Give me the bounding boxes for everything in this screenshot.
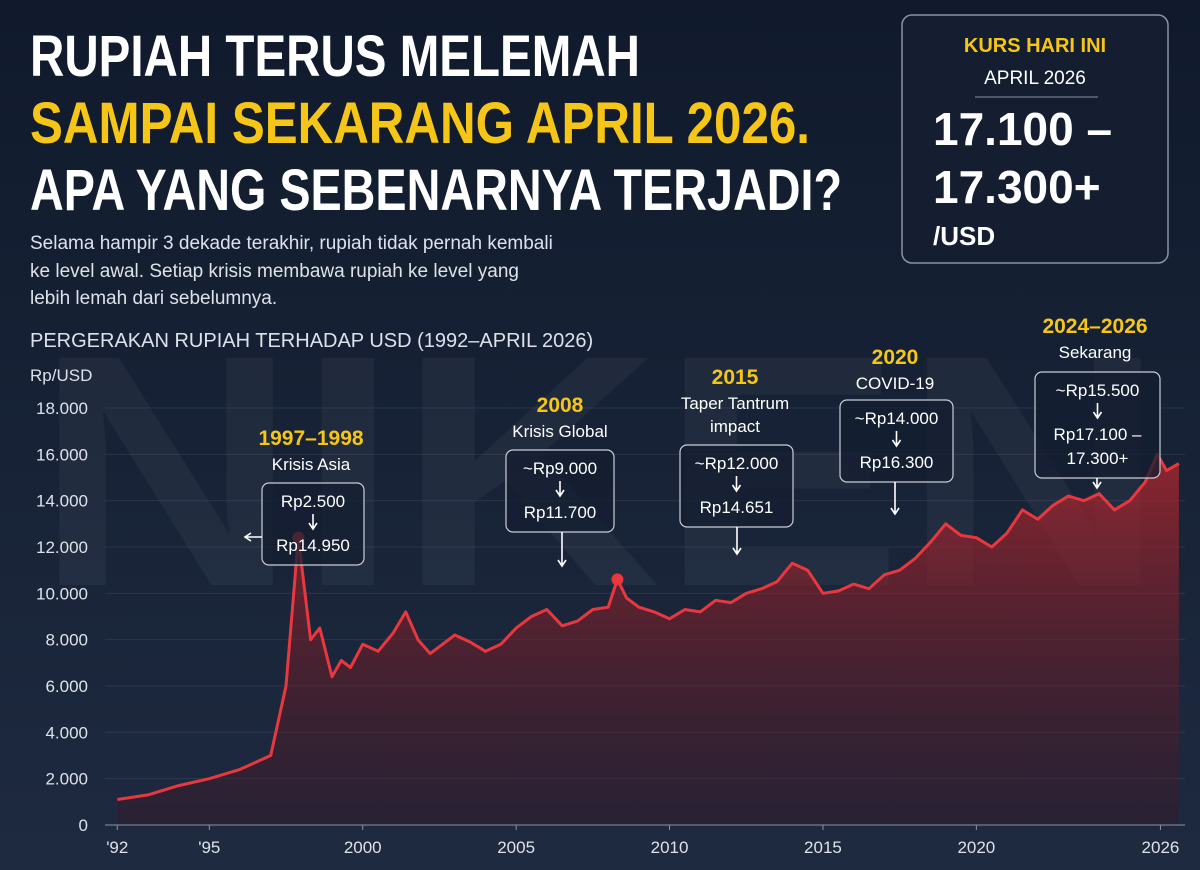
rate-box-title: KURS HARI INI (964, 35, 1106, 57)
annotation-to: 17.300+ (1067, 449, 1129, 468)
annotation-pointer (243, 532, 262, 542)
headline-line: SAMPAI SEKARANG APRIL 2026. (30, 91, 810, 156)
annotation-to: Rp14.950 (276, 536, 350, 555)
x-tick-label: '95 (198, 838, 220, 857)
annotation-arrow (891, 431, 902, 448)
annotation-pointer (890, 482, 900, 516)
y-tick-label: 18.000 (36, 399, 88, 418)
description-line: lebih lemah dari sebelumnya. (30, 288, 277, 309)
series-line (117, 452, 1180, 801)
y-tick-label: 0 (79, 816, 88, 835)
rate-box (901, 14, 1169, 264)
annotation-arrow (1092, 403, 1103, 420)
annotation-subtitle: Krisis Asia (272, 455, 351, 474)
annotation-arrow (555, 481, 565, 498)
highlight-point (611, 573, 624, 586)
y-tick-label: 8.000 (45, 631, 88, 650)
rate-box-period: APRIL 2026 (984, 68, 1086, 89)
annotation-from: Rp2.500 (281, 492, 345, 511)
annotation-subtitle: COVID-19 (856, 374, 934, 393)
x-tick-label: 2015 (804, 838, 842, 857)
annotation-from: ~Rp14.000 (855, 409, 939, 428)
x-tick-label: '92 (106, 838, 128, 857)
annotation-to: Rp11.700 (524, 503, 596, 522)
y-tick-label: 10.000 (36, 584, 88, 603)
headline-line: APA YANG SEBENARNYA TERJADI? (30, 158, 842, 223)
rate-unit: /USD (933, 221, 995, 251)
annotation-to: Rp17.100 – (1054, 425, 1142, 444)
series-area (117, 454, 1179, 825)
description-line: ke level awal. Setiap krisis membawa rup… (30, 261, 519, 282)
annotation-to: Rp14.651 (700, 498, 774, 517)
annotation-arrow (731, 476, 742, 493)
annotation-subtitle: impact (710, 417, 760, 436)
chart-title: PERGERAKAN RUPIAH TERHADAP USD (1992–APR… (30, 330, 593, 352)
annotation-from: ~Rp15.500 (1056, 381, 1140, 400)
annotation-pointer (557, 532, 567, 568)
y-tick-label: 4.000 (45, 723, 88, 742)
annotation-title: 2020 (872, 346, 919, 369)
y-axis-label: Rp/USD (30, 366, 92, 385)
annotation-from: ~Rp9.000 (523, 459, 597, 478)
annotation-pointer (732, 527, 742, 556)
description-line: Selama hampir 3 dekade terakhir, rupiah … (30, 233, 553, 254)
annotation-from: ~Rp12.000 (695, 454, 779, 473)
annotation-subtitle: Krisis Global (512, 422, 607, 441)
x-tick-label: 2000 (344, 838, 382, 857)
annotation-to: Rp16.300 (860, 453, 934, 472)
headline-line: RUPIAH TERUS MELEMAH (30, 24, 640, 89)
y-tick-label: 2.000 (45, 770, 88, 789)
x-tick-label: 2020 (957, 838, 995, 857)
annotation-title: 1997–1998 (258, 427, 363, 450)
annotation-title: 2008 (537, 394, 584, 417)
y-tick-label: 6.000 (45, 677, 88, 696)
annotation-pointer (1092, 478, 1102, 490)
y-tick-label: 14.000 (36, 492, 88, 511)
y-tick-label: 12.000 (36, 538, 88, 557)
x-tick-label: 2005 (497, 838, 535, 857)
rate-value: 17.100 – (933, 103, 1112, 155)
annotation-subtitle: Sekarang (1059, 343, 1132, 362)
x-tick-label: 2026 (1142, 838, 1180, 857)
annotation-subtitle: Taper Tantrum (681, 394, 789, 413)
annotation-title: 2015 (712, 366, 759, 389)
x-tick-label: 2010 (651, 838, 689, 857)
y-tick-label: 16.000 (36, 445, 88, 464)
rate-value: 17.300+ (933, 161, 1101, 213)
annotation-arrow (308, 514, 318, 531)
annotation-title: 2024–2026 (1042, 315, 1147, 338)
